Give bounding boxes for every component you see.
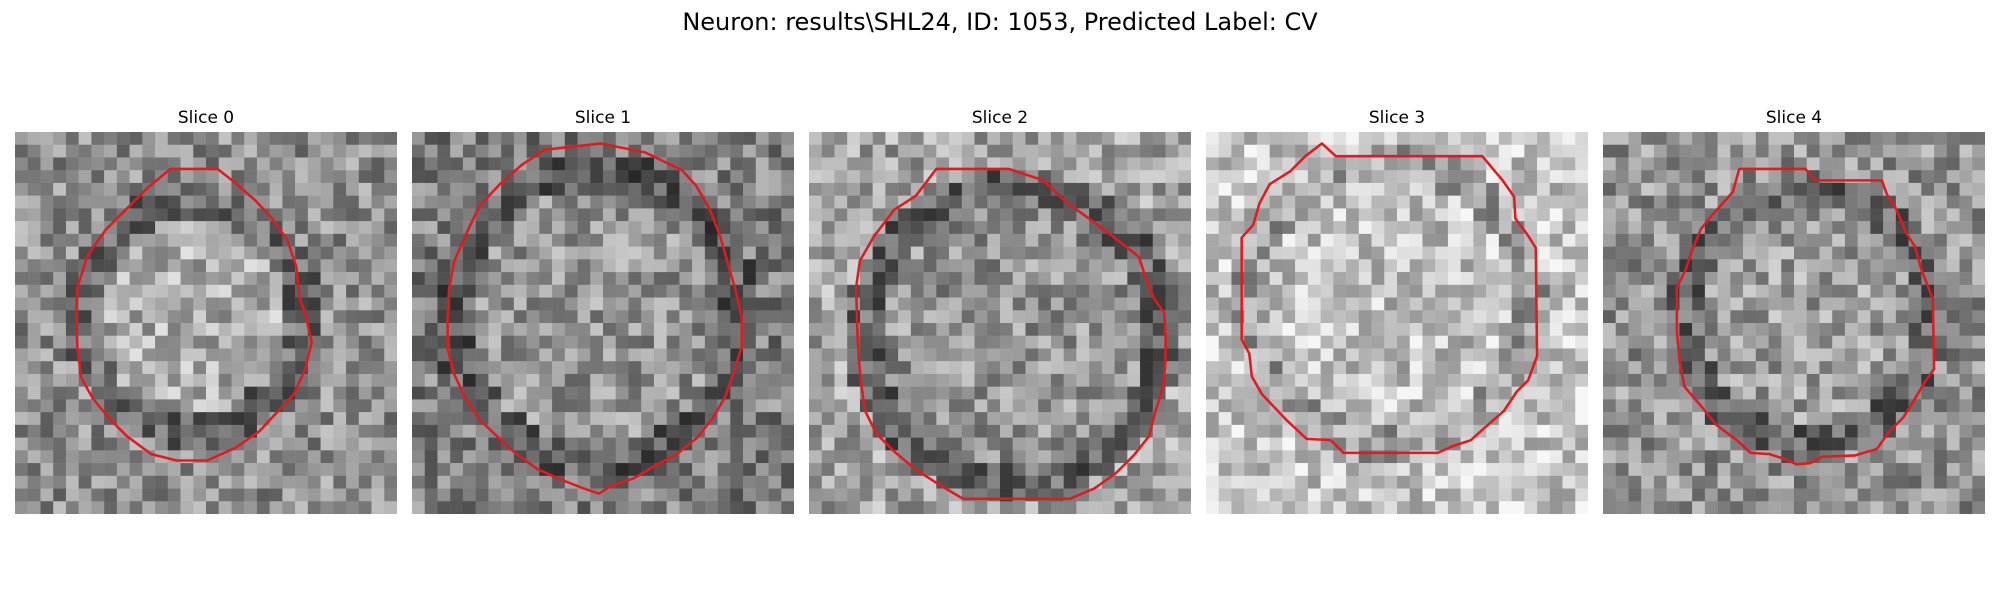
grayscale-slice-0 <box>15 132 397 514</box>
slice-title-1: Slice 1 <box>574 108 632 128</box>
neuron-contour-4 <box>1675 167 1936 466</box>
slice-image-2 <box>809 132 1191 514</box>
grayscale-slice-1 <box>412 132 794 514</box>
neuron-contour-1 <box>446 142 744 495</box>
slice-panel-3: Slice 3 <box>1206 108 1588 514</box>
neuron-contour-2 <box>854 167 1167 500</box>
slice-panel-4: Slice 4 <box>1603 108 1985 514</box>
slice-image-0 <box>15 132 397 514</box>
slice-image-4 <box>1603 132 1985 514</box>
slice-title-2: Slice 2 <box>971 108 1029 128</box>
grayscale-slice-3 <box>1206 132 1588 514</box>
slice-image-1 <box>412 132 794 514</box>
slice-title-4: Slice 4 <box>1765 108 1823 128</box>
slice-panel-1: Slice 1 <box>412 108 794 514</box>
slice-title-3: Slice 3 <box>1368 108 1426 128</box>
slice-title-0: Slice 0 <box>177 108 235 128</box>
neuron-contour-0 <box>74 167 313 462</box>
figure-title: Neuron: results\SHL24, ID: 1053, Predict… <box>682 8 1318 36</box>
slice-panel-2: Slice 2 <box>809 108 1191 514</box>
neuron-contour-3 <box>1240 142 1539 455</box>
grayscale-slice-4 <box>1603 132 1985 514</box>
slice-panel-0: Slice 0 <box>15 108 397 514</box>
slice-image-3 <box>1206 132 1588 514</box>
